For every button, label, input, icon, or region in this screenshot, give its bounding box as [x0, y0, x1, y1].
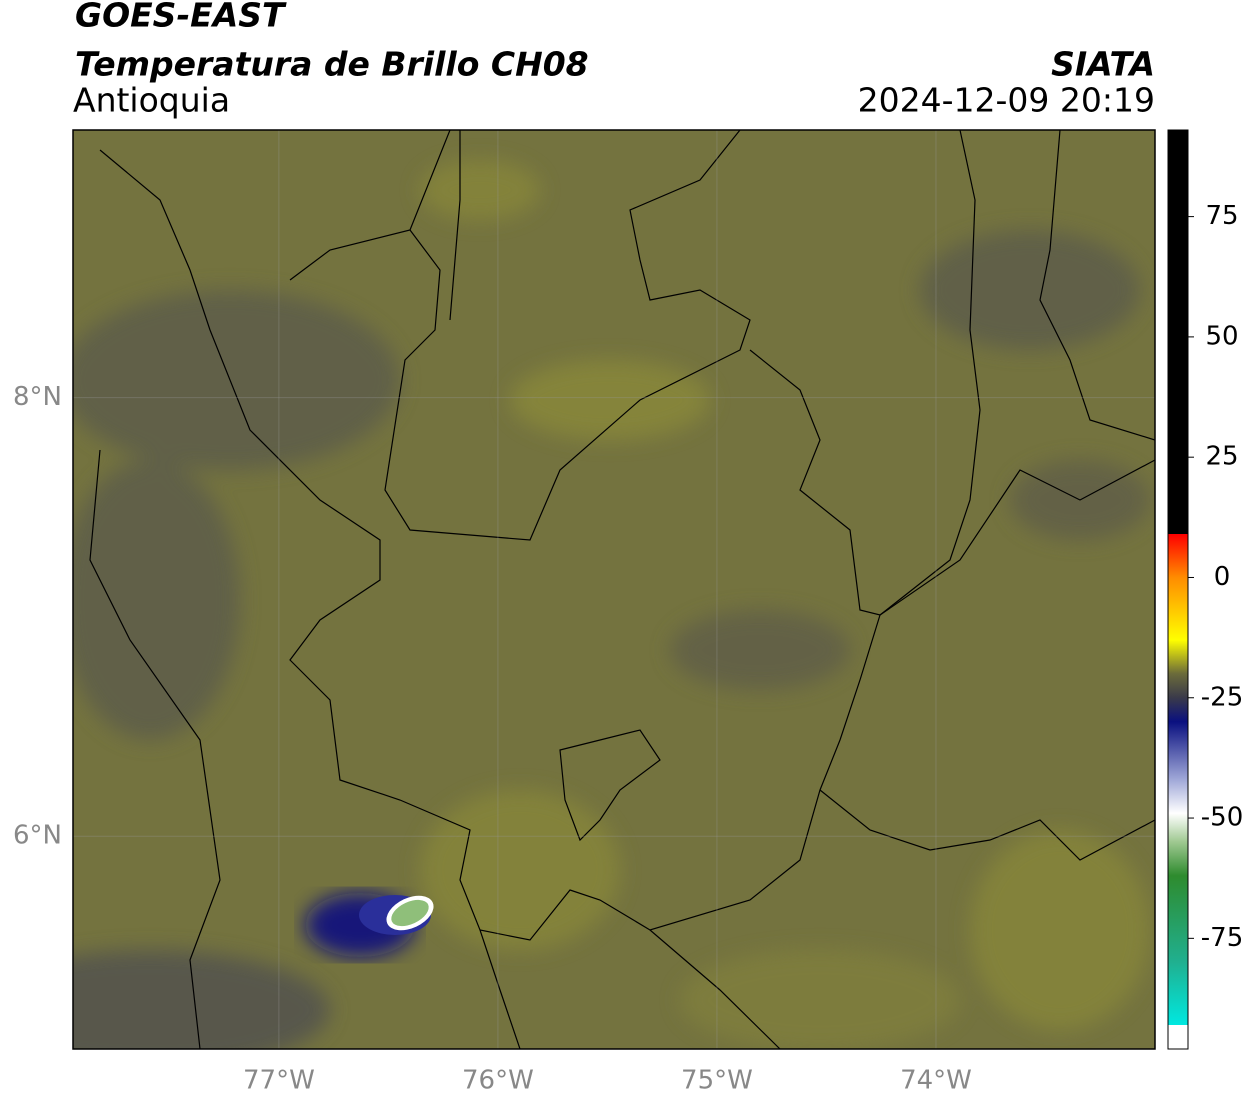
- colorbar-tick-label: -50: [1201, 803, 1243, 833]
- colorbar-tick-label: -25: [1201, 682, 1243, 712]
- colorbar-tick-label: 25: [1205, 442, 1238, 472]
- colorbar-tick-label: 50: [1205, 321, 1238, 351]
- region: Antioquia: [73, 81, 230, 120]
- x-tick-label: 75°W: [681, 1066, 753, 1096]
- map-image: [73, 130, 1155, 1049]
- source: SIATA: [1051, 45, 1155, 84]
- colorbar-tick-label: -75: [1201, 923, 1243, 953]
- x-tick-label: 77°W: [243, 1066, 315, 1096]
- colorbar: [1167, 129, 1189, 1050]
- map-frame: [72, 129, 1156, 1050]
- ticks: 77°W 76°W 75°W 74°W 8°N 6°N 75 50 25 0 -25 -50 -75: [13, 201, 1243, 1095]
- y-tick-label: 6°N: [13, 821, 62, 851]
- x-tick-label: 74°W: [900, 1066, 972, 1096]
- colorbar-tick-label: 0: [1214, 562, 1231, 592]
- subtitle: Temperatura de Brillo CH08: [75, 45, 589, 84]
- y-tick-label: 8°N: [13, 382, 62, 412]
- datetime: 2024-12-09 20:19: [858, 81, 1155, 120]
- x-tick-label: 76°W: [462, 1066, 534, 1096]
- colorbar-tick-label: 75: [1205, 201, 1238, 231]
- graticule: [73, 130, 1155, 1049]
- title: GOES-EAST: [75, 0, 287, 35]
